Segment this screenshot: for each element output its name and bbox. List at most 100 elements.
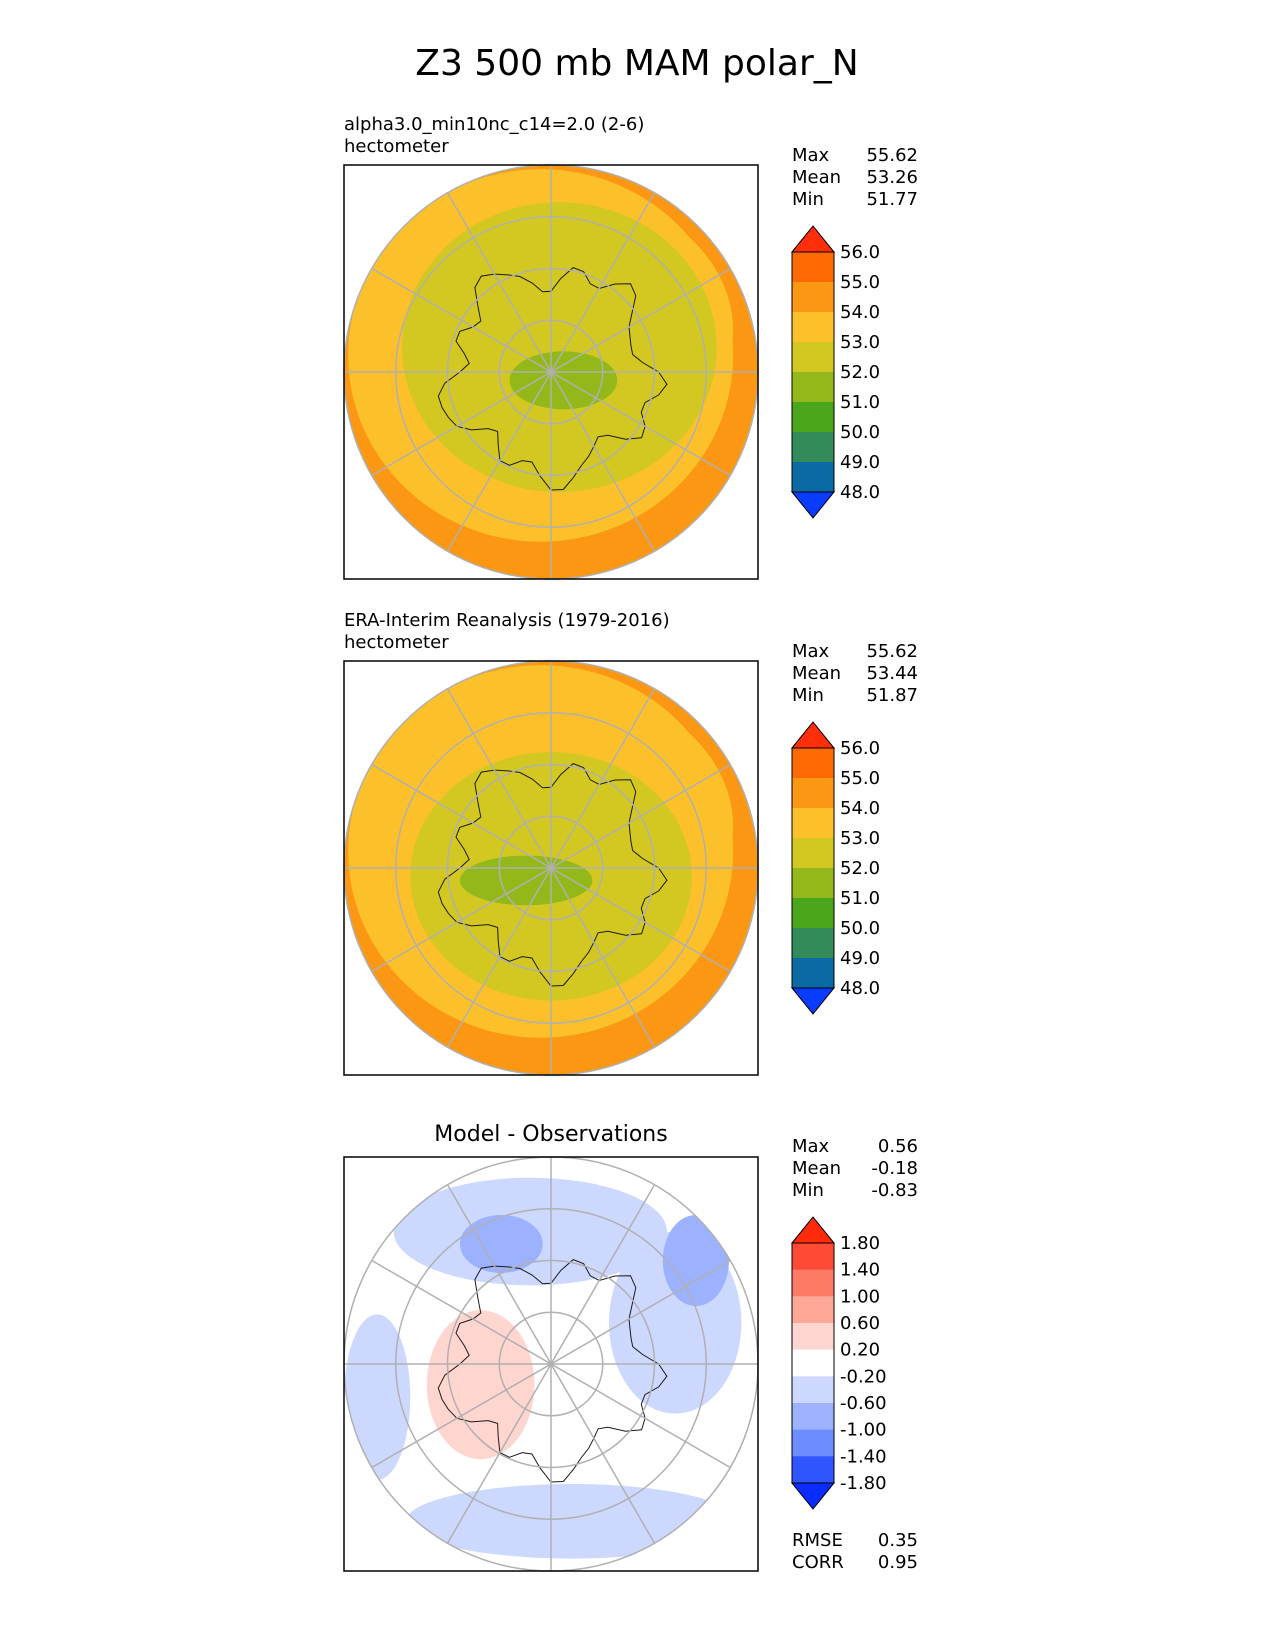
stat-mean-label: Mean <box>792 167 841 188</box>
colorbar-swatch <box>792 432 834 463</box>
colorbar-swatch <box>792 252 834 283</box>
field-contour <box>401 202 717 493</box>
colorbar-tick-label: -1.40 <box>840 1446 887 1467</box>
colorbar-tick-label: 1.00 <box>840 1286 880 1307</box>
colorbar-swatch <box>792 958 834 989</box>
colorbar-tick-label: 49.0 <box>840 452 880 473</box>
colorbar-tick-label: 56.0 <box>840 242 880 263</box>
colorbar-arrow-bottom <box>790 1482 836 1510</box>
panel-units: hectometer <box>344 632 449 653</box>
colorbar-frame <box>791 1242 835 1484</box>
colorbar-frame <box>791 747 835 989</box>
map-frame <box>343 164 759 580</box>
map-frame <box>343 1156 759 1572</box>
colorbar-tick-label: -0.20 <box>840 1366 887 1387</box>
colorbar-tick-label: 48.0 <box>840 482 880 503</box>
colorbar-tick-label: 0.20 <box>840 1340 880 1361</box>
colorbar-swatch <box>792 1323 834 1351</box>
colorbar-tick-label: 50.0 <box>840 918 880 939</box>
polar-map <box>343 660 759 1076</box>
colorbar-tick-label: 48.0 <box>840 978 880 999</box>
colorbar: 56.0 55.0 54.0 53.0 52.0 51.0 50.0 49.0 48.0 <box>790 721 880 1015</box>
stat-mean-value: -0.18 <box>871 1158 918 1179</box>
stats-block: Max 55.62 Mean 53.44 Min 51.87 <box>792 641 918 706</box>
colorbar-arrow-top <box>790 225 836 253</box>
meridian <box>446 1184 656 1544</box>
colorbar-swatch <box>792 372 834 403</box>
colorbar-arrow-top <box>790 1216 836 1244</box>
colorbar-swatch <box>792 868 834 899</box>
meridian <box>446 688 656 1048</box>
field-contour <box>344 1314 411 1480</box>
colorbar-swatch <box>792 808 834 839</box>
colorbar-tick-label: 51.0 <box>840 888 880 909</box>
colorbar-tick-label: 1.40 <box>840 1260 880 1281</box>
stat-min-value: 51.87 <box>866 685 918 706</box>
corr-label: CORR <box>792 1552 844 1573</box>
stats-block: Max 0.56 Mean -0.18 Min -0.83 <box>792 1136 918 1201</box>
colorbar-tick-label: 53.0 <box>840 332 880 353</box>
colorbar-frame <box>791 251 835 493</box>
panel-title: Model - Observations <box>434 1122 667 1147</box>
panel-model: alpha3.0_min10nc_c14=2.0 (2-6) hectomete… <box>343 114 918 580</box>
colorbar-tick-label: 50.0 <box>840 422 880 443</box>
colorbar-swatch <box>792 778 834 809</box>
map-frame <box>343 660 759 1076</box>
stat-max-label: Max <box>792 145 830 166</box>
stat-min-label: Min <box>792 189 824 210</box>
colorbar-swatch <box>792 402 834 433</box>
colorbar-swatch <box>792 282 834 313</box>
colorbar-swatch <box>792 1376 834 1404</box>
meridian <box>446 192 656 552</box>
colorbar-tick-label: 1.80 <box>840 1233 880 1254</box>
colorbar-swatch <box>792 1269 834 1297</box>
colorbar-tick-label: 56.0 <box>840 738 880 759</box>
stats-block: Max 55.62 Mean 53.26 Min 51.77 <box>792 145 918 210</box>
colorbar: 56.0 55.0 54.0 53.0 52.0 51.0 50.0 49.0 48.0 <box>790 225 880 519</box>
colorbar-tick-label: 52.0 <box>840 362 880 383</box>
stat-mean-label: Mean <box>792 663 841 684</box>
stat-max-label: Max <box>792 1136 830 1157</box>
panel-observations: ERA-Interim Reanalysis (1979-2016) hecto… <box>343 610 918 1076</box>
colorbar: 1.80 1.40 1.00 0.60 0.20 -0.20 -0.60 -1.00 -1.40… <box>790 1216 887 1510</box>
colorbar-swatch <box>792 1296 834 1324</box>
colorbar-swatch <box>792 928 834 959</box>
colorbar-tick-label: -1.80 <box>840 1473 887 1494</box>
colorbar-tick-label: 49.0 <box>840 948 880 969</box>
figure-title: Z3 500 mb MAM polar_N <box>415 43 858 84</box>
field-contour <box>662 1214 730 1307</box>
stat-max-label: Max <box>792 641 830 662</box>
colorbar-tick-label: 53.0 <box>840 828 880 849</box>
stat-min-label: Min <box>792 685 824 706</box>
colorbar-swatch <box>792 1403 834 1431</box>
corr-value: 0.95 <box>878 1552 918 1573</box>
polar-map <box>343 1156 759 1572</box>
stat-mean-label: Mean <box>792 1158 841 1179</box>
colorbar-swatch <box>792 312 834 343</box>
colorbar-arrow-bottom <box>790 987 836 1015</box>
colorbar-tick-label: -0.60 <box>840 1393 887 1414</box>
colorbar-tick-label: 55.0 <box>840 272 880 293</box>
field-layer <box>344 165 758 579</box>
colorbar-swatch <box>792 748 834 779</box>
rmse-label: RMSE <box>792 1530 843 1551</box>
colorbar-swatch <box>792 1429 834 1457</box>
colorbar-arrow-top <box>790 721 836 749</box>
stat-max-value: 55.62 <box>866 145 918 166</box>
colorbar-tick-label: 54.0 <box>840 798 880 819</box>
colorbar-tick-label: 55.0 <box>840 768 880 789</box>
field-contour <box>426 1310 535 1460</box>
panel-title: alpha3.0_min10nc_c14=2.0 (2-6) <box>344 114 644 135</box>
panel-difference: Model - Observations Max 0.56 Mean -0.18… <box>343 1122 918 1573</box>
colorbar-tick-label: 0.60 <box>840 1313 880 1334</box>
stat-mean-value: 53.44 <box>866 663 918 684</box>
colorbar-tick-label: -1.00 <box>840 1420 887 1441</box>
stat-mean-value: 53.26 <box>866 167 918 188</box>
colorbar-swatch <box>792 342 834 373</box>
stat-min-value: -0.83 <box>871 1180 918 1201</box>
stat-min-value: 51.77 <box>866 189 918 210</box>
colorbar-swatch <box>792 838 834 869</box>
colorbar-tick-label: 51.0 <box>840 392 880 413</box>
polar-map <box>343 164 759 580</box>
panel-units: hectometer <box>344 136 449 157</box>
